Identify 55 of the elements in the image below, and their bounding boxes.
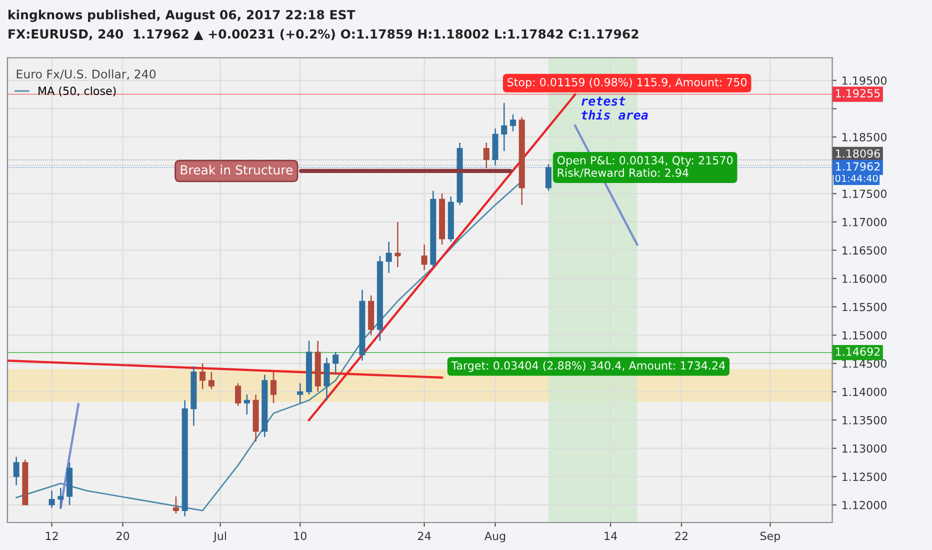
annotation: retest this area	[582, 96, 648, 120]
text: 01:44:40	[835, 174, 878, 182]
ref-line-label: 1.18096	[836, 149, 880, 158]
x-tick-label: Sep	[760, 532, 780, 542]
x-tick-label: 14	[604, 532, 617, 540]
x-tick-label: 22	[675, 532, 688, 540]
legend-label: MA (50, close)	[38, 86, 116, 96]
x-tick-label: 24	[418, 532, 431, 540]
candlestick	[386, 241, 392, 274]
y-tick-label: 1.12500	[842, 472, 887, 482]
candlestick	[297, 382, 304, 404]
candlestick	[13, 456, 20, 486]
candlestick	[510, 114, 516, 132]
y-tick-label: 1.13500	[842, 416, 887, 424]
y-tick-label: 1.14000	[842, 388, 887, 396]
candlestick	[58, 487, 64, 508]
y-tick-label: 1.15000	[842, 331, 887, 340]
candlestick	[394, 221, 401, 268]
candlestick	[501, 102, 508, 152]
annotation: Target: 0.03404 (2.88%) 340.4, Amount: 1734.24	[451, 361, 726, 372]
y-tick-label: 1.17000	[842, 218, 887, 226]
candlestick	[332, 351, 339, 376]
candlestick	[48, 490, 55, 508]
candlestick	[235, 382, 242, 407]
annotation: Break in Structure	[180, 164, 292, 175]
y-tick-label: 1.16500	[842, 246, 887, 255]
text: kingknows published, August 06, 2017 22:18 EST	[8, 10, 356, 22]
x-tick-label: Aug	[484, 532, 506, 542]
candlestick	[421, 244, 428, 271]
y-tick-label: 1.13000	[842, 444, 887, 453]
x-tick-label: 12	[46, 532, 58, 540]
y-tick-label: 1.15500	[842, 302, 887, 312]
candlestick	[200, 362, 206, 390]
y-tick-label: 1.16000	[842, 274, 887, 283]
y-tick-label: 1.17500	[842, 190, 887, 198]
candlestick	[208, 371, 214, 390]
candlestick	[172, 496, 179, 514]
text: Euro Fx/U.S. Dollar, 240	[16, 69, 156, 80]
ref-line-label: 1.14692	[836, 347, 880, 356]
annotation: Stop: 0.01159 (0.98%) 115.9, Amount: 750	[508, 78, 747, 89]
ref-line-label: 1.17962	[836, 162, 880, 171]
y-tick-label: 1.18500	[842, 132, 887, 142]
y-tick-label: 1.19500	[842, 76, 887, 85]
chart-title: FX:EURUSD, 240 1.17962 ▲ +0.00231 (+0.2%) O:1.17859 H:1.18002 L:1.17842 C:1.17962	[8, 29, 638, 40]
candlestick	[270, 371, 277, 404]
candlestick	[545, 164, 552, 192]
ref-line-label: 1.19255	[836, 89, 880, 98]
y-tick-label: 1.12000	[842, 500, 887, 510]
candlestick	[244, 394, 250, 416]
x-tick-label: 20	[116, 532, 130, 540]
candlestick	[324, 357, 330, 401]
annotation: Open P&L: 0.00134, Qty: 21570 Risk/Reward Ratio: 2.94	[557, 156, 733, 178]
x-tick-label: 10	[294, 532, 306, 540]
x-tick-label: Jul	[213, 532, 226, 542]
candlestick	[483, 142, 490, 169]
